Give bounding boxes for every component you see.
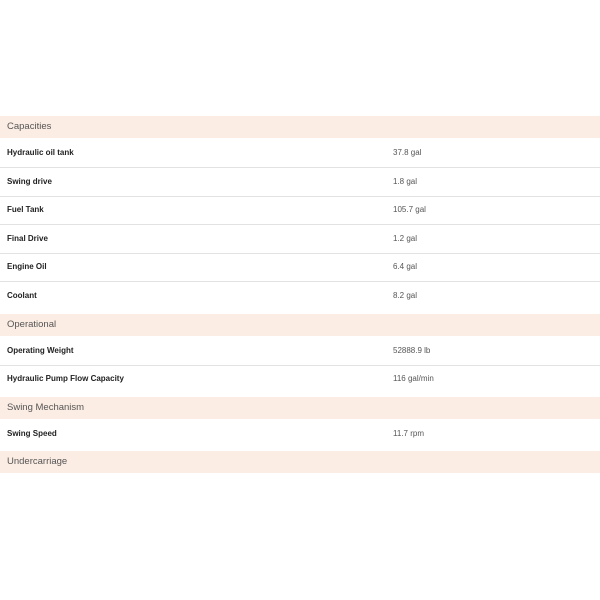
spec-row: Swing Speed 11.7 rpm bbox=[0, 420, 600, 448]
spec-value: 52888.9 lb bbox=[393, 345, 431, 355]
spec-label: Fuel Tank bbox=[7, 205, 44, 215]
section-title: Operational bbox=[7, 318, 57, 330]
section-header[interactable]: Undercarriage bbox=[0, 451, 600, 474]
spec-value: 6.4 gal bbox=[393, 262, 418, 272]
spec-label: Hydraulic oil tank bbox=[7, 148, 74, 157]
spec-label: Engine Oil bbox=[7, 262, 47, 272]
spec-row: Hydraulic oil tank 37.8 gal bbox=[0, 139, 600, 168]
spec-row: Fuel Tank 105.7 gal bbox=[0, 196, 600, 226]
spec-label: Swing Speed bbox=[7, 428, 57, 438]
spec-value: 37.8 gal bbox=[393, 148, 422, 157]
spec-row: Final Drive 1.2 gal bbox=[0, 225, 600, 254]
spec-label: Hydraulic Pump Flow Capacity bbox=[7, 374, 124, 384]
spec-row: Hydraulic Pump Flow Capacity 116 gal/min bbox=[0, 365, 600, 393]
spec-row: Engine Oil 6.4 gal bbox=[0, 253, 600, 283]
section-header[interactable]: Operational bbox=[0, 313, 600, 336]
section-header[interactable]: Capacities bbox=[0, 116, 600, 138]
spec-value: 1.8 gal bbox=[393, 176, 418, 186]
spec-row: Swing drive 1.8 gal bbox=[0, 168, 600, 197]
spec-label: Swing drive bbox=[7, 176, 52, 186]
section-title: Capacities bbox=[7, 121, 52, 132]
spec-label: Operating Weight bbox=[7, 345, 74, 355]
spec-value: 11.7 rpm bbox=[393, 428, 424, 438]
section-header[interactable]: Swing Mechanism bbox=[0, 396, 600, 419]
section-title: Undercarriage bbox=[7, 456, 68, 468]
spec-label: Final Drive bbox=[7, 233, 48, 243]
section-title: Swing Mechanism bbox=[7, 401, 85, 413]
spec-label: Coolant bbox=[7, 291, 37, 300]
spec-value: 116 gal/min bbox=[393, 374, 434, 384]
spec-row: Coolant 8.2 gal bbox=[0, 282, 600, 310]
spec-row: Operating Weight 52888.9 lb bbox=[0, 337, 600, 366]
spec-value: 105.7 gal bbox=[393, 205, 426, 215]
spec-value: 8.2 gal bbox=[393, 291, 418, 300]
spec-value: 1.2 gal bbox=[393, 233, 418, 243]
